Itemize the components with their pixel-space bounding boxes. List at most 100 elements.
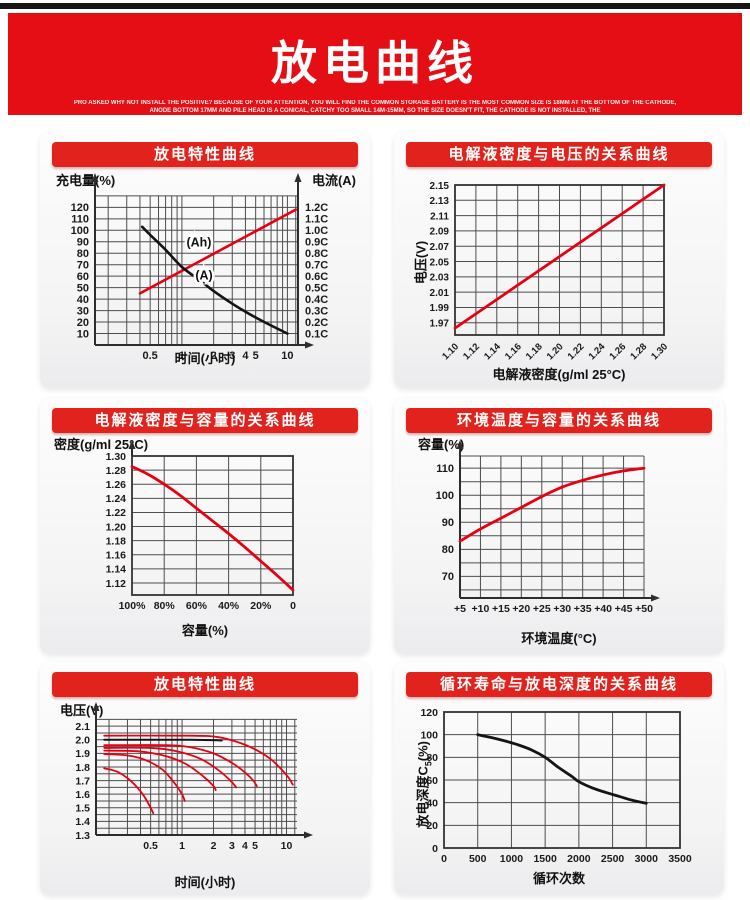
chart-title: 放电特性曲线	[52, 672, 358, 697]
chart-plot-area: 0.5 1 2 3 4 5 10 10 20 30 40 50 60 70 80 90 100 110 120 0.1…	[40, 172, 370, 372]
x-tick-label: 5	[253, 350, 259, 362]
x-tick-label: 60%	[186, 600, 208, 612]
y-tick-label: 20	[426, 820, 438, 832]
x-tick-label: +50	[635, 603, 653, 615]
y-tick-label: 1.14	[106, 564, 127, 576]
y-tick-label: 1.6	[75, 789, 90, 801]
y-tick-label: 100	[420, 729, 438, 741]
density-vs-capacity-line	[130, 465, 295, 592]
y-tick-label-right: 0.4C	[305, 294, 328, 306]
nominal-voltage-line	[103, 738, 223, 742]
x-tick-label: 3	[229, 350, 235, 362]
axis-arrow	[304, 831, 313, 839]
y-tick-label: 90	[77, 237, 89, 249]
x-tick-label: 0.5	[143, 840, 158, 852]
x-tick-label: +45	[615, 603, 633, 615]
y-tick-label-right: 0.6C	[305, 271, 328, 283]
chart-title: 环境温度与容量的关系曲线	[406, 408, 712, 433]
x-tick-label: 3500	[668, 853, 692, 865]
y-tick-label: 1.22	[106, 507, 127, 519]
axis-arrow	[305, 341, 314, 349]
axis-arrow	[128, 440, 136, 449]
x-tick-label: +35	[574, 603, 592, 615]
x-tick-label: 2000	[567, 853, 591, 865]
x-tick-label: 2	[211, 840, 217, 852]
chart-title: 电解液密度与容量的关系曲线	[52, 408, 358, 433]
header-subtext-line: PRO ASKED WHY NOT INSTALL THE POSITIVE? …	[73, 100, 677, 106]
y-tick-label-right: 0.3C	[305, 305, 328, 317]
discharge-curve-3-line	[103, 749, 217, 792]
current-A-line	[140, 225, 289, 335]
x-tick-label: +25	[533, 603, 551, 615]
y-axis-title: 容量(%)	[418, 437, 465, 452]
x-axis-title: 循环次数	[532, 871, 585, 886]
x-tick-label: 1.22	[566, 341, 587, 362]
top-divider-bar	[0, 3, 750, 9]
y-tick-label: 1.5	[75, 803, 90, 815]
y-tick-label: 80	[442, 544, 454, 556]
y-tick-label: 1.4	[75, 816, 90, 828]
y-tick-label: 20	[77, 317, 89, 329]
x-tick-label: 3000	[635, 853, 659, 865]
plot-frame	[454, 184, 665, 336]
y-tick-label: 100	[71, 225, 89, 237]
x-tick-label: 1.14	[482, 341, 503, 362]
y-axis-title: 电压(V)	[60, 703, 104, 718]
x-tick-label: +5	[454, 603, 466, 615]
chart-panel-discharge-characteristic-2: 放电特性曲线 电压(V) 0.5 1 2 3 4 5 10 1.3 1.4 1.5 1.6 1.7 1.…	[40, 662, 370, 895]
x-tick-label: 20%	[250, 600, 272, 612]
y-tick-label: 2.03	[430, 273, 450, 284]
y-tick-label: 110	[71, 214, 89, 226]
y-tick-label: 70	[77, 260, 89, 272]
x-tick-label: 10	[281, 840, 293, 852]
y-tick-label-right: 1.1C	[305, 214, 328, 226]
x-tick-label: 40%	[218, 600, 240, 612]
chart-plot-area: +5 +10 +15 +20 +25 +30 +35 +40 +45 +50 70 80 90 100 11…	[394, 438, 724, 638]
y-tick-label: 30	[77, 305, 89, 317]
y-tick-label: 60	[77, 271, 89, 283]
y-tick-label: 2.13	[430, 196, 450, 207]
chart-panel-discharge-characteristic-1: 放电特性曲线 充电量(%) 电流(A) 0.5 1 2 3 4 5 10 10 20 30 40 50…	[40, 132, 370, 388]
header-subtext-line: ANODE BOTTOM 17MM AND PILE HEAD IS A CON…	[149, 108, 601, 114]
y-tick-label: 90	[442, 517, 454, 529]
discharge-curve-1-line	[103, 767, 155, 815]
y-tick-label: 2.09	[430, 227, 450, 238]
chart-panel-cycle-life: 循环寿命与放电深度的关系曲线 放电深度C5(%) 0 500 1000 1500 200…	[394, 662, 724, 895]
y-tick-label: 100	[436, 490, 454, 502]
page-title: 放电曲线	[271, 37, 479, 89]
y-tick-label: 70	[442, 571, 454, 583]
x-axis-title: 容量(%)	[181, 623, 229, 638]
x-tick-label: 4	[242, 350, 249, 362]
x-tick-label: 10	[281, 350, 293, 362]
y-tick-label-right: 0.7C	[305, 260, 328, 272]
x-tick-label: 1.12	[461, 341, 482, 362]
y-tick-label: 110	[436, 463, 454, 475]
y-axis-title: 密度(g/ml 25°C)	[54, 437, 149, 452]
y-tick-label: 1.28	[106, 465, 127, 477]
y-tick-label: 80	[77, 248, 89, 260]
x-tick-label: 1	[179, 840, 185, 852]
y-tick-label: 50	[77, 282, 89, 294]
x-tick-label: 1.24	[587, 341, 608, 362]
chart-panel-temperature-capacity: 环境温度与容量的关系曲线 容量(%) +5 +10 +15 +20 +25 +30 +35 +…	[394, 398, 724, 654]
chart-panel-density-voltage: 电解液密度与电压的关系曲线 电压(V) 1.10 1.12 1.14 1.16 1.18…	[394, 132, 724, 388]
x-tick-label: 100%	[119, 600, 147, 612]
discharge-curve-5-line	[103, 744, 258, 787]
x-axis-title: 电解液密度(g/ml 25°C)	[492, 367, 626, 382]
x-tick-label: +30	[553, 603, 571, 615]
x-tick-label: +15	[492, 603, 510, 615]
y-tick-label: 40	[426, 797, 438, 809]
y-tick-label: 1.99	[430, 303, 450, 314]
y-tick-label: 2.01	[430, 288, 450, 299]
x-tick-label: 1.18	[524, 341, 545, 362]
x-tick-label: 1.10	[440, 341, 461, 362]
x-tick-label: +10	[472, 603, 490, 615]
x-tick-label: 500	[469, 853, 487, 865]
y-tick-label: 1.12	[106, 578, 127, 590]
y-tick-label-right: 0.9C	[305, 237, 328, 249]
y-tick-label: 2.0	[75, 735, 90, 747]
y-tick-label: 2.11	[430, 211, 449, 222]
header-subtext: PRO ASKED WHY NOT INSTALL THE POSITIVE? …	[8, 99, 742, 123]
y-tick-label: 2.07	[430, 242, 450, 253]
